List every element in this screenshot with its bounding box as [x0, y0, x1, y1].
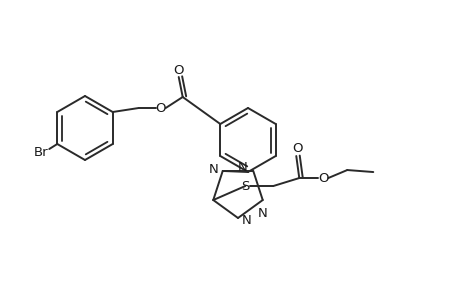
Text: N: N [241, 214, 251, 226]
Text: O: O [155, 101, 166, 115]
Text: O: O [173, 64, 184, 76]
Text: Br: Br [34, 146, 49, 158]
Text: O: O [317, 172, 328, 184]
Text: S: S [241, 179, 249, 193]
Text: O: O [291, 142, 302, 154]
Text: N: N [257, 207, 267, 220]
Text: N: N [208, 164, 218, 176]
Text: N: N [237, 161, 247, 175]
